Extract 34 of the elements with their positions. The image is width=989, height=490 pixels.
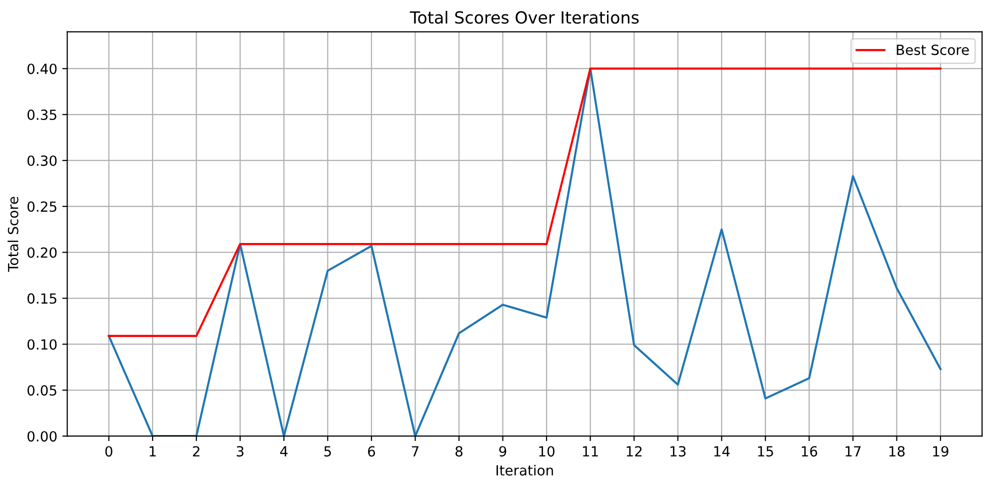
y-tick-label: 0.05: [28, 385, 56, 396]
y-tick-label: 0.20: [28, 247, 57, 258]
x-tick-label: 14: [714, 446, 730, 456]
chart-title: Total Scores Over Iterations: [410, 10, 639, 24]
x-tick-label: 19: [933, 446, 948, 457]
x-tick-label: 15: [758, 446, 774, 457]
x-tick-label: 18: [889, 446, 905, 457]
x-tick-label: 4: [280, 446, 288, 456]
x-tick-label: 5: [324, 446, 331, 457]
x-tick-label: 10: [539, 446, 554, 457]
x-tick-label: 0: [105, 446, 112, 457]
y-tick-label: 0.35: [28, 110, 56, 120]
x-tick-label: 2: [192, 446, 200, 456]
x-tick-label: 16: [802, 446, 818, 457]
x-tick-label: 8: [456, 446, 462, 457]
legend-label: Best Score: [896, 44, 969, 56]
y-axis-title: Total Score: [8, 196, 18, 272]
line-series: [108, 68, 942, 436]
x-tick-label: 11: [583, 446, 598, 456]
y-tick-label: 0.15: [28, 293, 56, 304]
x-tick-label: 17: [846, 446, 861, 456]
y-tick-label: 0.10: [28, 339, 57, 350]
y-tick-label: 0.00: [28, 431, 57, 442]
x-tick-label: 9: [499, 446, 506, 457]
x-tick-label: 12: [626, 446, 642, 456]
y-tick-label: 0.30: [28, 155, 57, 166]
y-tick-label: 0.25: [28, 201, 56, 212]
x-tick-label: 7: [412, 446, 418, 456]
x-tick-label: 3: [236, 446, 244, 457]
x-axis-title: Iteration: [496, 464, 553, 476]
x-tick-label: 6: [368, 446, 376, 457]
y-tick-label: 0.40: [28, 64, 57, 74]
x-tick-label: 1: [150, 446, 156, 456]
x-tick-label: 13: [670, 446, 686, 457]
